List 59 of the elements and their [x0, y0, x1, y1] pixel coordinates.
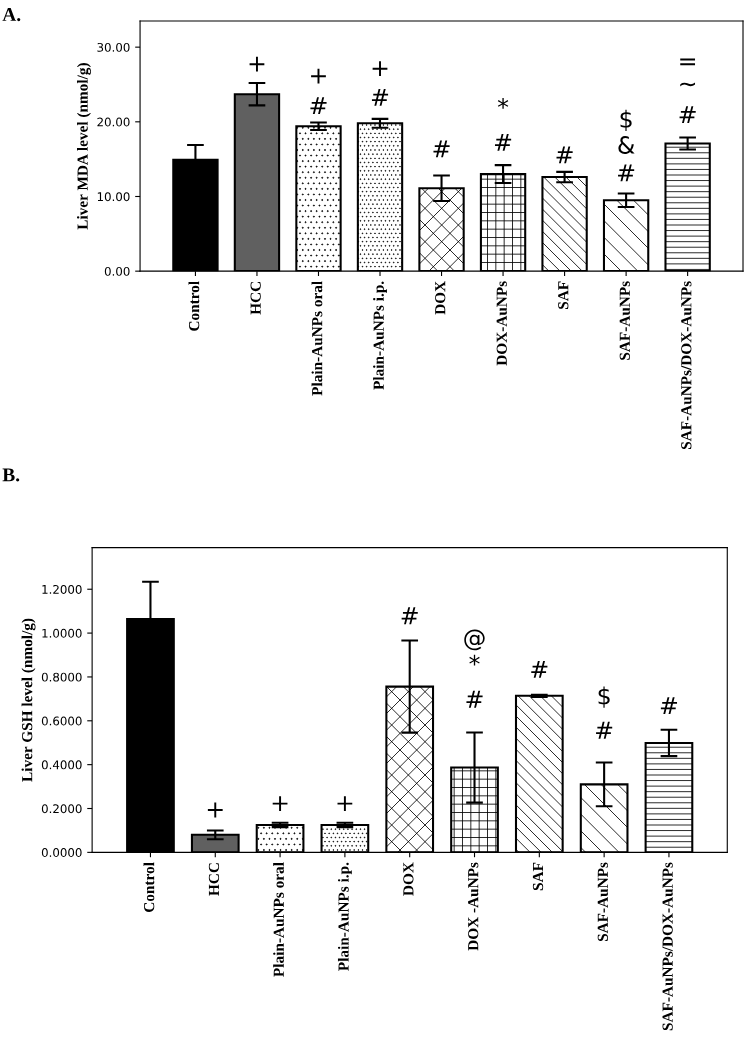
annotation: #	[679, 106, 696, 124]
annotation: +	[272, 796, 288, 812]
y-tick-label: 1.2000	[42, 584, 82, 594]
y-tick-label: 0.6000	[41, 716, 82, 726]
annotation: #	[531, 660, 548, 678]
annotation: +	[372, 61, 388, 77]
x-tick-label: SAF	[558, 281, 569, 309]
y-axis-title: Liver MDA level (nmol/g)	[77, 63, 91, 230]
annotation: #	[494, 133, 512, 151]
annotation: $	[598, 686, 610, 708]
annotation: #	[433, 140, 450, 158]
chart-title: B.	[2, 468, 20, 482]
x-tick-label: Plain-AuNPs oral	[273, 862, 284, 977]
x-tick-label: SAF-AuNPs/DOX-AuNPs	[681, 281, 692, 449]
x-tick-label: DOX	[403, 862, 414, 896]
annotation: #	[401, 607, 418, 625]
x-tick-label: DOX -AuNPs	[468, 862, 479, 951]
y-tick-label: 20.00	[97, 117, 130, 127]
annotation: #	[310, 97, 327, 115]
y-axis-title: Liver GSH level (nmol/g)	[21, 618, 36, 782]
annotation: $	[620, 109, 632, 132]
y-tick-label: 0.8000	[41, 672, 82, 682]
y-tick-label: 30.00	[97, 42, 130, 52]
annotation: #	[596, 721, 613, 739]
y-tick-label: 0.2000	[41, 804, 82, 814]
x-tick-label: SAF	[532, 862, 544, 891]
annotation: ~	[680, 82, 696, 87]
x-tick-label: DOX	[435, 281, 446, 315]
annotation: #	[556, 146, 573, 164]
y-tick-label: 0.00	[104, 266, 130, 276]
annotation: #	[618, 164, 635, 182]
y-tick-label: 0.4000	[41, 760, 82, 770]
x-tick-label: Plain-AuNPs oral	[311, 281, 323, 396]
annotation: =	[680, 58, 696, 66]
x-tick-label: Plain-AuNPs i.p.	[337, 862, 352, 971]
annotation: +	[337, 796, 353, 812]
x-tick-label: SAF-AuNPs/DOX-AuNPs	[662, 862, 673, 1031]
annotation: +	[249, 56, 265, 72]
x-tick-label: SAF-AuNPs	[619, 281, 630, 360]
x-tick-label: SAF-AuNPs	[597, 862, 608, 942]
chart-title: A.	[2, 8, 21, 22]
x-tick-label: HCC	[250, 282, 261, 315]
annotation: #	[371, 88, 389, 106]
y-tick-label: 0.0000	[41, 848, 82, 858]
x-tick-label: DOX-AuNPs	[496, 281, 507, 366]
y-tick-label: 10.00	[97, 192, 130, 202]
x-tick-label: Plain-AuNPs i.p.	[373, 281, 387, 390]
annotation: #	[466, 690, 483, 708]
annotation: +	[207, 802, 223, 818]
x-tick-label: Control	[143, 862, 155, 912]
annotation: *	[469, 654, 480, 666]
annotation: &	[618, 136, 635, 154]
annotation: *	[497, 98, 509, 109]
y-tick-label: 1.0000	[42, 628, 82, 638]
annotation: @	[464, 629, 485, 651]
x-tick-label: Control	[188, 281, 200, 331]
annotation: +	[311, 68, 326, 84]
x-tick-label: HCC	[208, 863, 220, 896]
annotation: #	[660, 697, 678, 715]
